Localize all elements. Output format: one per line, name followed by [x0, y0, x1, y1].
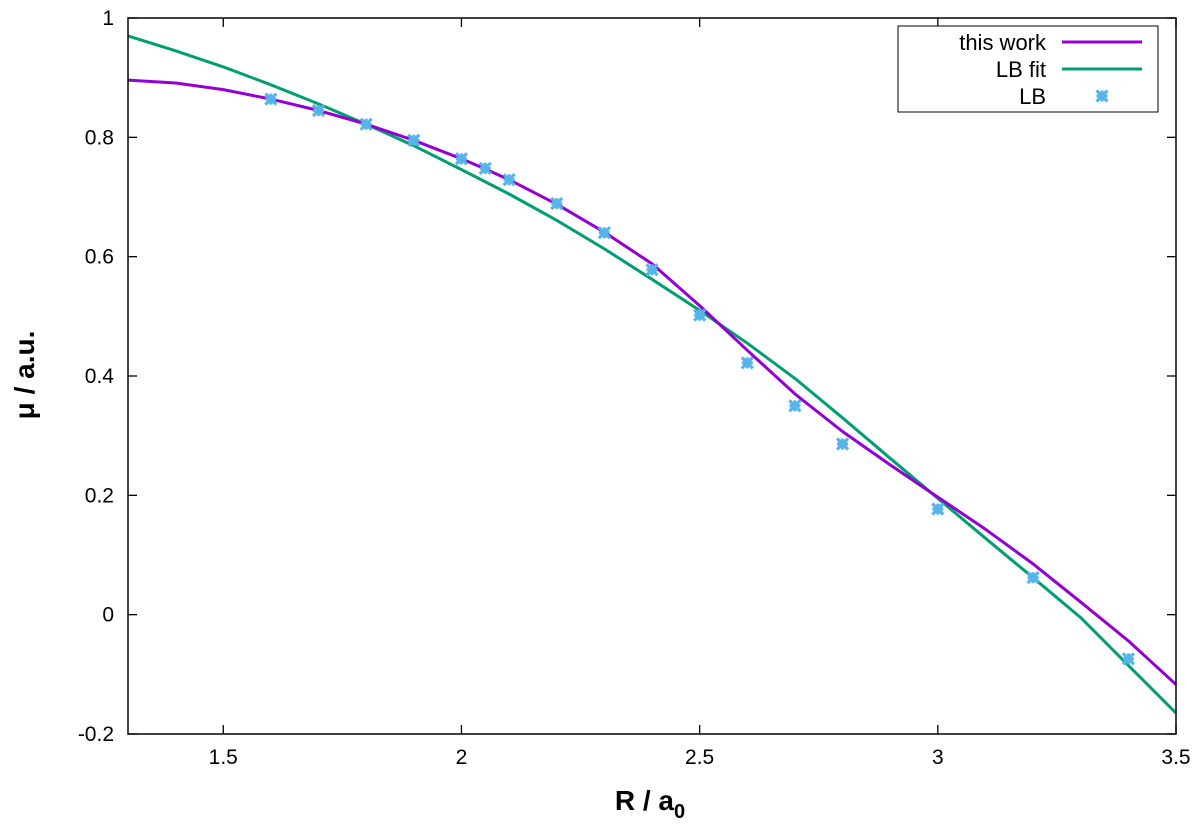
x-axis-label-main: R / a: [615, 785, 675, 816]
plot-frame: [127, 17, 1177, 735]
series-line-this-work: [128, 78, 1176, 686]
legend-label: this work: [959, 30, 1047, 55]
data-point: [788, 399, 802, 413]
data-point: [502, 173, 516, 187]
data-point: [1121, 652, 1135, 666]
y-axis-label: μ / a.u.: [9, 331, 40, 420]
data-point: [740, 356, 754, 370]
x-axis-label-subscript: 0: [674, 801, 685, 823]
series-points-lb: [264, 92, 1135, 666]
data-point: [835, 437, 850, 451]
data-point: [931, 502, 945, 516]
legend-label: LB: [1019, 84, 1046, 109]
ticks-layer: 1.5 2 2.5 3 3.5 -0.2 0 0.2 0.4 0.6 0.8 1: [78, 7, 1191, 769]
data-point: [359, 117, 373, 131]
x-tick-label: 1.5: [209, 746, 238, 769]
data-point: [645, 263, 659, 277]
y-tick-label: 0.4: [85, 365, 115, 388]
data-point: [550, 196, 564, 211]
data-point: [454, 152, 469, 166]
y-tick-label: 1: [102, 7, 114, 30]
series-line-lb-fit: [128, 34, 1176, 715]
y-tick-label: 0: [102, 604, 114, 627]
x-tick-label: 3.5: [1161, 746, 1190, 769]
x-axis-label: R / a0: [615, 785, 685, 823]
data-point: [407, 133, 421, 147]
data-point: [478, 161, 492, 175]
legend-swatch-marker: [1095, 89, 1109, 103]
y-tick-label: 0.6: [85, 246, 114, 269]
legend-label: LB fit: [996, 57, 1046, 82]
data-point: [597, 226, 611, 240]
y-tick-label: -0.2: [78, 723, 114, 746]
data-point: [264, 92, 278, 106]
x-tick-label: 3: [932, 746, 944, 769]
y-tick-label: 0.8: [85, 126, 114, 149]
data-point: [1026, 571, 1040, 585]
data-point: [693, 308, 707, 322]
series-layer: [128, 34, 1176, 715]
data-point: [311, 103, 326, 118]
x-tick-label: 2: [456, 746, 468, 769]
x-tick-label: 2.5: [685, 746, 714, 769]
y-tick-label: 0.2: [85, 484, 114, 507]
